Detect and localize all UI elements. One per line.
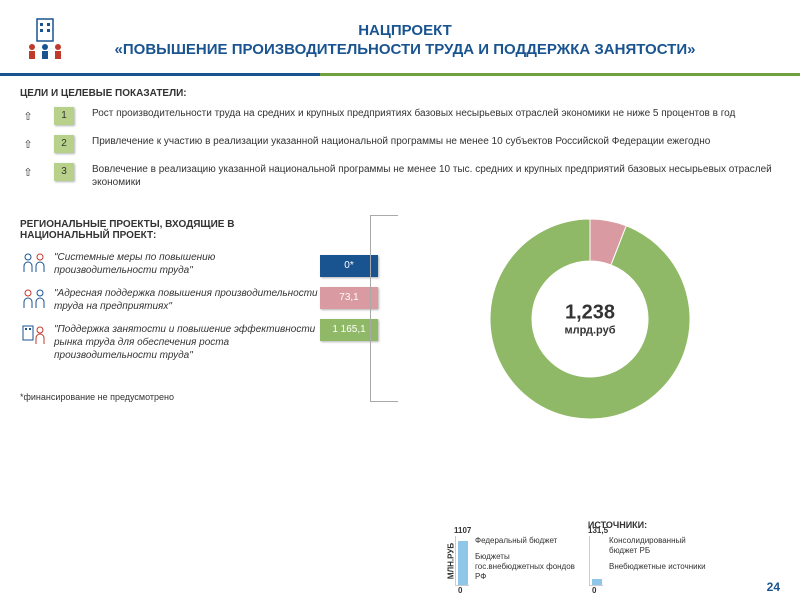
bar-value: 0: [458, 586, 462, 595]
title-line-2: «ПОВЫШЕНИЕ ПРОИЗВОДИТЕЛЬНОСТИ ТРУДА И ПО…: [70, 40, 740, 60]
project-text: "Адресная поддержка повышения производит…: [48, 287, 320, 313]
goals-title: ЦЕЛИ И ЦЕЛЕВЫЕ ПОКАЗАТЕЛИ:: [0, 88, 800, 107]
goal-row: ⇧ 3 Вовлечение в реализацию указанной на…: [20, 163, 780, 189]
bar-value: 1107: [454, 526, 471, 535]
project-row: "Поддержка занятости и повышение эффекти…: [20, 323, 320, 362]
footnote: *финансирование не предусмотрено: [20, 392, 320, 402]
people-icon: [20, 287, 48, 311]
sources-section: ИСТОЧНИКИ: МЛН.РУБ 1107 0 Федеральный бю…: [455, 520, 780, 586]
goals-list: ⇧ 1 Рост производительности труда на сре…: [0, 107, 800, 189]
bar-value: 0: [592, 586, 596, 595]
header: НАЦПРОЕКТ «ПОВЫШЕНИЕ ПРОИЗВОДИТЕЛЬНОСТИ …: [0, 0, 800, 73]
goal-text: Вовлечение в реализацию указанной национ…: [92, 163, 780, 189]
value-chip: 0*: [320, 255, 378, 277]
arrow-up-icon: ⇧: [20, 163, 36, 179]
bar-value: 131,5: [588, 526, 608, 535]
goal-badge: 2: [54, 135, 74, 153]
mini-bar: 1107 0: [455, 536, 469, 586]
source-labels: Консолидированный бюджет РБ Внебюджетные…: [609, 536, 709, 586]
source-label: Консолидированный бюджет РБ: [609, 536, 709, 556]
page-number: 24: [767, 580, 780, 594]
donut-unit: млрд.руб: [564, 325, 615, 337]
title-line-1: НАЦПРОЕКТ: [70, 21, 740, 41]
source-block-left: 1107 0 Федеральный бюджет Бюджеты гос.вн…: [455, 536, 575, 586]
people-icon: [20, 251, 48, 275]
arrow-up-icon: ⇧: [20, 107, 36, 123]
arrow-up-icon: ⇧: [20, 135, 36, 151]
project-text: "Системные меры по повышению производите…: [48, 251, 320, 277]
project-text: "Поддержка занятости и повышение эффекти…: [48, 323, 320, 362]
building-people-icon: [20, 323, 48, 347]
project-row: "Системные меры по повышению производите…: [20, 251, 320, 277]
value-chip: 1 165,1: [320, 319, 378, 341]
goal-text: Привлечение к участию в реализации указа…: [92, 135, 780, 148]
projects-column: РЕГИОНАЛЬНЫЕ ПРОЕКТЫ, ВХОДЯЩИЕ В НАЦИОНА…: [20, 219, 320, 419]
project-row: "Адресная поддержка повышения производит…: [20, 287, 320, 313]
goal-row: ⇧ 2 Привлечение к участию в реализации у…: [20, 135, 780, 153]
mid-section: РЕГИОНАЛЬНЫЕ ПРОЕКТЫ, ВХОДЯЩИЕ В НАЦИОНА…: [0, 199, 800, 419]
sources-title: ИСТОЧНИКИ:: [455, 520, 780, 530]
source-label: Бюджеты гос.внебюджетных фондов РФ: [475, 552, 575, 582]
value-chips: 0* 73,1 1 165,1: [320, 219, 400, 419]
donut-chart: 1,238 млрд.руб: [490, 219, 690, 419]
goal-row: ⇧ 1 Рост производительности труда на сре…: [20, 107, 780, 125]
sources-grid: МЛН.РУБ 1107 0 Федеральный бюджет Бюджет…: [455, 536, 780, 586]
goal-badge: 3: [54, 163, 74, 181]
source-label: Внебюджетные источники: [609, 562, 709, 572]
goal-badge: 1: [54, 107, 74, 125]
source-label: Федеральный бюджет: [475, 536, 575, 546]
donut-center: 1,238 млрд.руб: [564, 302, 615, 337]
projects-title: РЕГИОНАЛЬНЫЕ ПРОЕКТЫ, ВХОДЯЩИЕ В НАЦИОНА…: [20, 219, 320, 241]
goal-text: Рост производительности труда на средних…: [92, 107, 780, 120]
donut-chart-area: 1,238 млрд.руб: [400, 219, 780, 419]
logo-icon: [20, 15, 70, 65]
page-title: НАЦПРОЕКТ «ПОВЫШЕНИЕ ПРОИЗВОДИТЕЛЬНОСТИ …: [70, 21, 740, 60]
donut-value: 1,238: [564, 302, 615, 325]
accent-bar: [0, 73, 800, 76]
mini-bar: 131,5 0: [589, 536, 603, 586]
source-block-right: 131,5 0 Консолидированный бюджет РБ Внеб…: [589, 536, 709, 586]
bar-fill: [592, 579, 602, 585]
source-labels: Федеральный бюджет Бюджеты гос.внебюджет…: [475, 536, 575, 586]
value-chip: 73,1: [320, 287, 378, 309]
bar-fill: [458, 541, 468, 585]
